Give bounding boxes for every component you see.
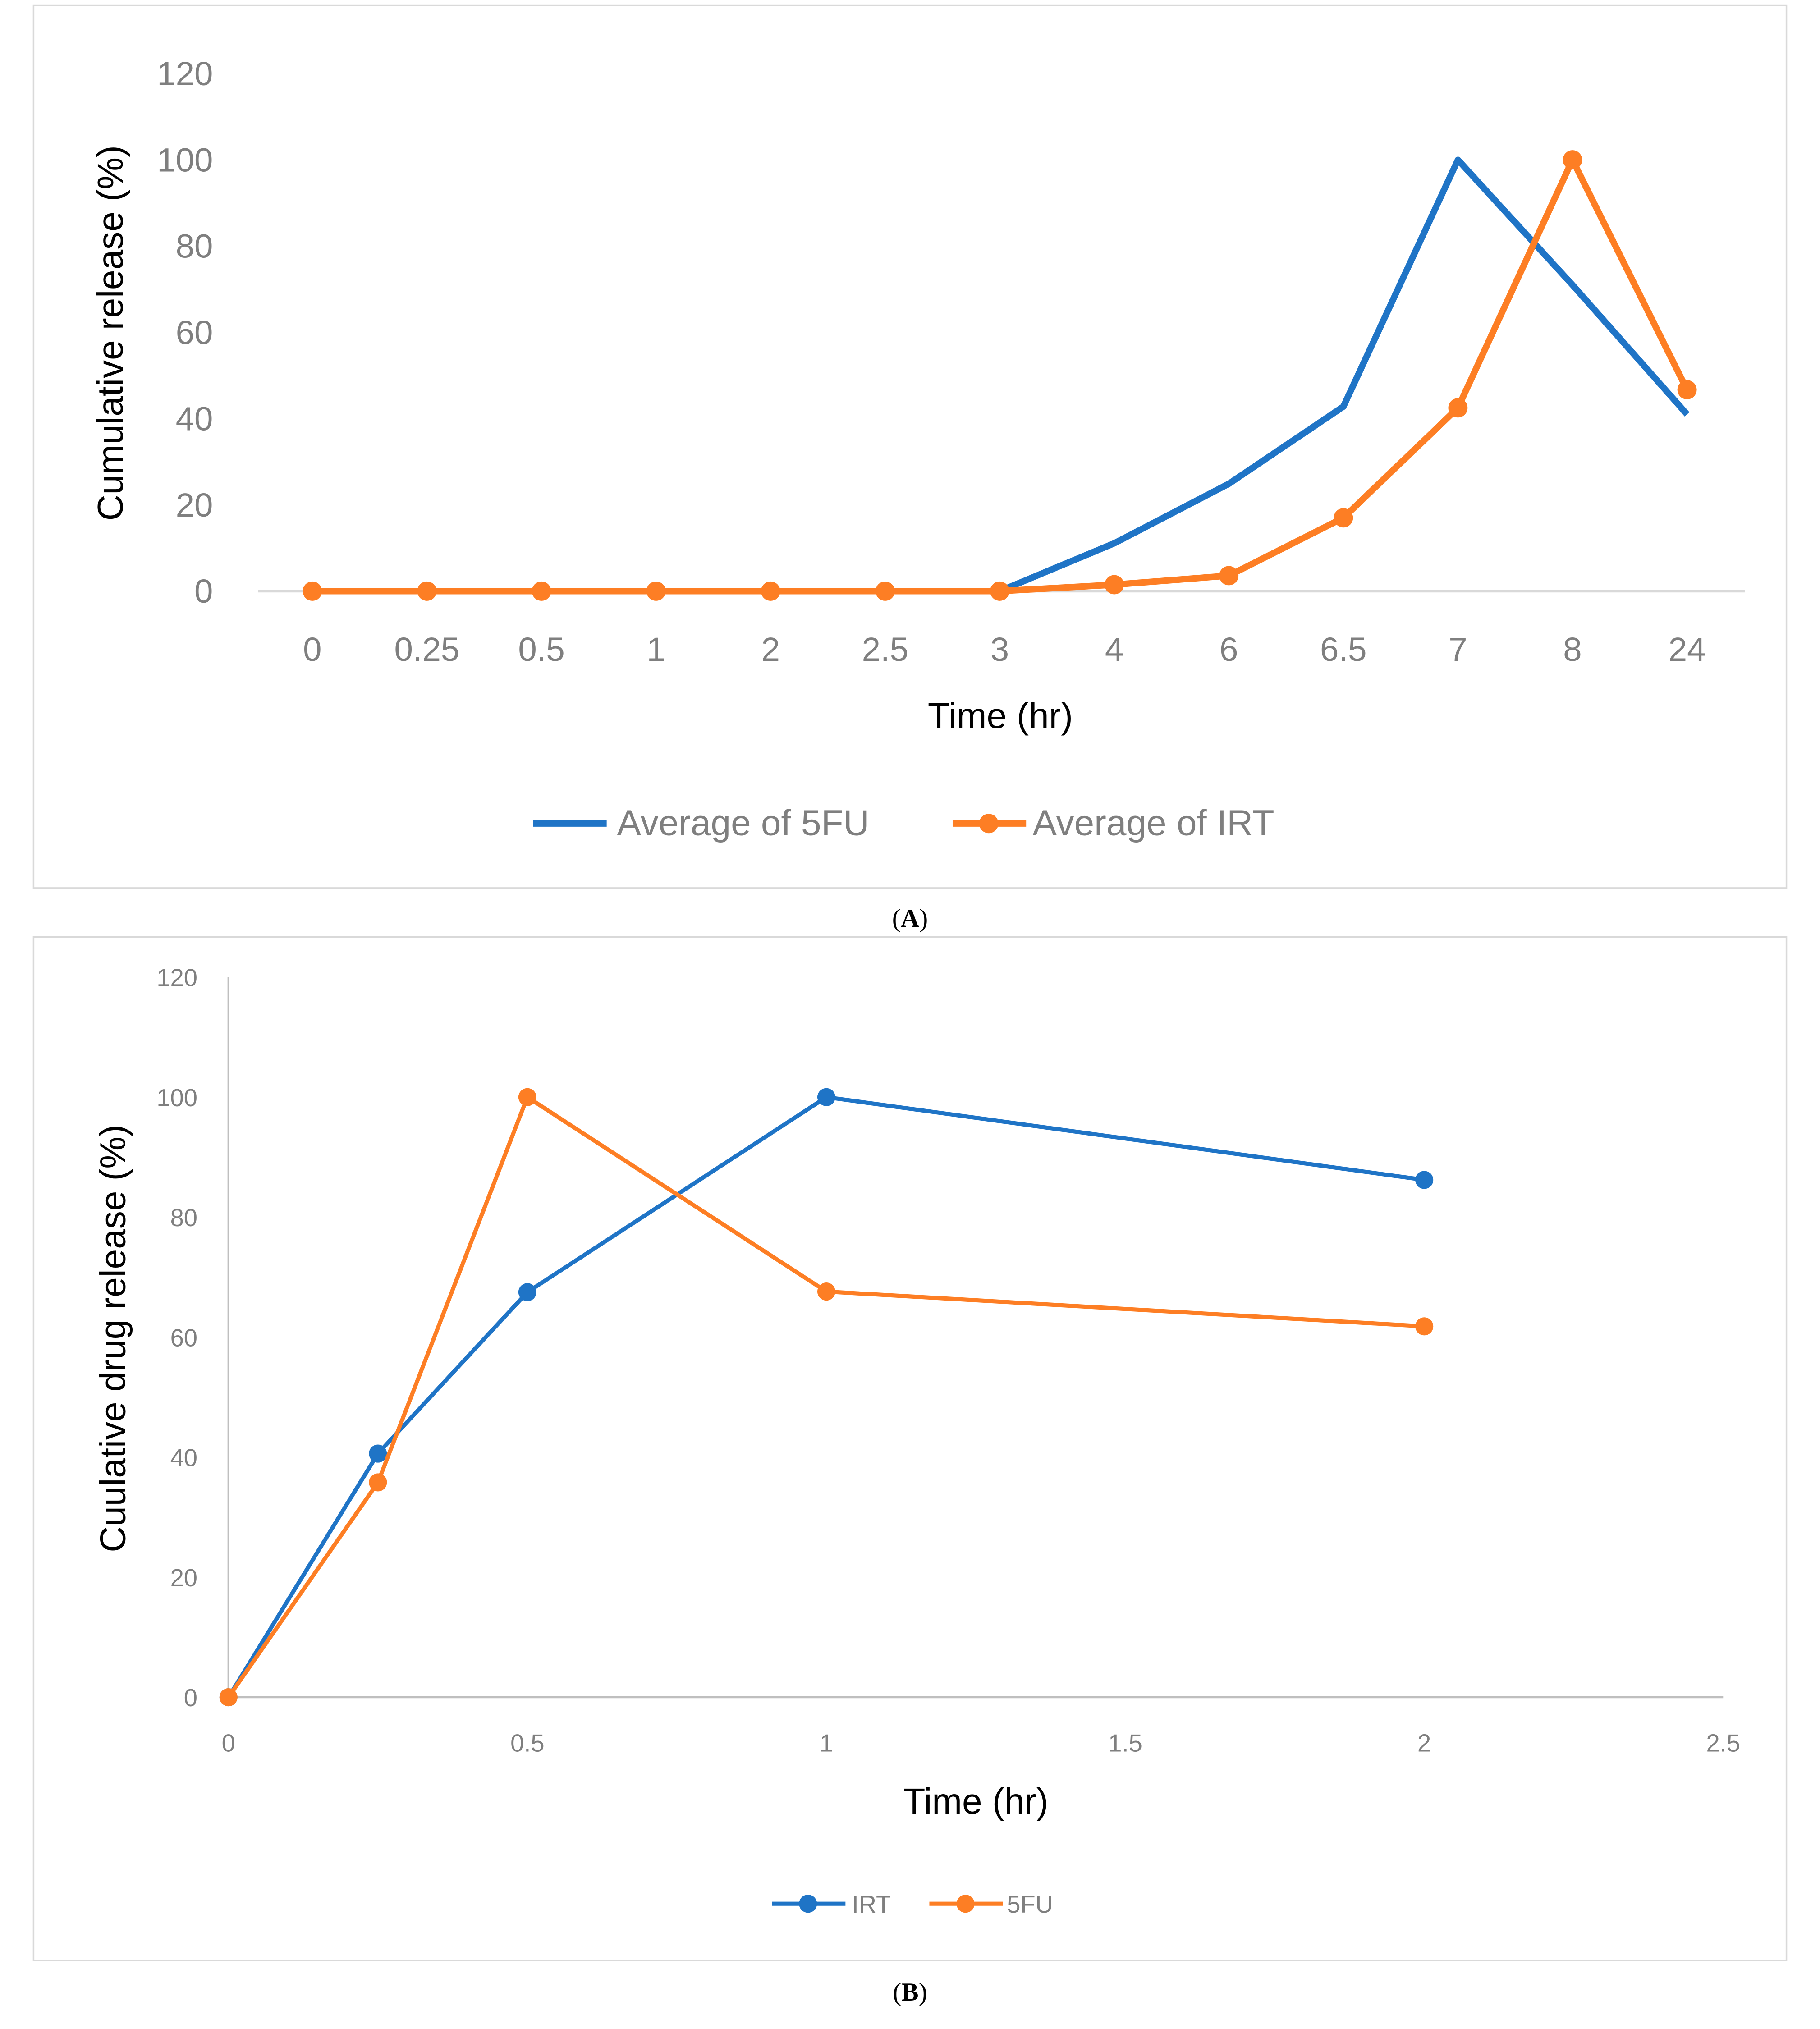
y-tick-label: 80 (170, 1204, 197, 1232)
data-point (417, 581, 437, 601)
y-tick-label: 20 (176, 486, 213, 524)
x-tick-label: 2.5 (1706, 1729, 1740, 1757)
data-point (817, 1282, 836, 1301)
x-tick-label: 1 (646, 631, 665, 668)
legend-marker (979, 814, 999, 834)
x-axis-title: Time (hr) (928, 695, 1073, 736)
x-tick-label: 2 (1417, 1729, 1431, 1757)
caption-a: (A) (892, 904, 928, 933)
y-tick-label: 100 (157, 141, 213, 179)
y-axis-title: Cuulative drug release (%) (92, 1125, 133, 1553)
x-tick-label: 24 (1669, 631, 1706, 668)
data-point (761, 581, 780, 601)
data-point (1563, 150, 1582, 170)
data-point (369, 1473, 387, 1492)
x-tick-label: 0 (303, 631, 321, 668)
data-point (646, 581, 666, 601)
caption-b: (B) (893, 1978, 927, 2006)
data-point (1219, 566, 1239, 586)
y-tick-label: 60 (176, 314, 213, 351)
x-tick-label: 1.5 (1108, 1729, 1142, 1757)
x-tick-label: 2.5 (862, 631, 908, 668)
legend-marker (956, 1895, 975, 1913)
data-point (990, 581, 1009, 601)
data-point (369, 1444, 387, 1463)
caption-a-letter: A (901, 904, 919, 933)
caption-b-letter: B (901, 1978, 918, 2006)
y-tick-label: 40 (176, 400, 213, 437)
legend-label: Average of 5FU (617, 802, 870, 843)
data-point (817, 1088, 836, 1106)
x-tick-label: 3 (990, 631, 1009, 668)
y-tick-label: 40 (170, 1444, 197, 1472)
x-tick-label: 0 (222, 1729, 235, 1757)
y-tick-label: 0 (194, 573, 213, 610)
x-tick-label: 2 (761, 631, 780, 668)
data-point (303, 581, 322, 601)
data-point (1677, 380, 1697, 400)
data-point (1415, 1171, 1434, 1189)
data-point (518, 1088, 536, 1106)
y-tick-label: 120 (156, 964, 197, 992)
y-tick-label: 120 (157, 55, 213, 92)
data-point (532, 581, 551, 601)
x-tick-label: 1 (820, 1729, 833, 1757)
data-point (1334, 508, 1353, 528)
data-point (518, 1283, 536, 1301)
y-axis-title: Cumulative release (%) (90, 145, 130, 521)
y-tick-label: 60 (170, 1324, 197, 1351)
y-tick-label: 0 (184, 1684, 197, 1712)
data-point (219, 1688, 238, 1707)
chart-a-frame (32, 4, 1788, 889)
y-tick-label: 100 (156, 1084, 197, 1112)
x-tick-label: 0.5 (510, 1729, 545, 1757)
legend-marker (799, 1895, 817, 1913)
x-tick-label: 7 (1449, 631, 1467, 668)
legend-label: Average of IRT (1032, 802, 1274, 843)
x-tick-label: 6.5 (1320, 631, 1366, 668)
x-tick-label: 0.5 (518, 631, 564, 668)
chart-a: 0 20 40 60 80 100 120 0 0.25 0.5 1 2 2.5 3 4 6 6.5 7 8 24 Ti… (90, 55, 1745, 843)
x-tick-label: 4 (1105, 631, 1123, 668)
y-tick-label: 80 (176, 228, 213, 265)
data-point (1448, 398, 1468, 418)
y-tick-label: 20 (170, 1564, 197, 1592)
x-tick-label: 6 (1219, 631, 1238, 668)
chart-b: 0 20 40 60 80 100 120 0 0.5 1 1.5 2 2.5 Time (hr) Cuul… (92, 964, 1740, 1919)
legend-label: IRT (852, 1891, 891, 1918)
legend-label: 5FU (1007, 1891, 1053, 1918)
x-axis-title: Time (hr) (903, 1781, 1048, 1821)
x-tick-label: 8 (1563, 631, 1582, 668)
data-point (875, 581, 895, 601)
x-tick-label: 0.25 (394, 631, 460, 668)
data-point (1415, 1317, 1434, 1336)
data-point (1105, 575, 1124, 595)
